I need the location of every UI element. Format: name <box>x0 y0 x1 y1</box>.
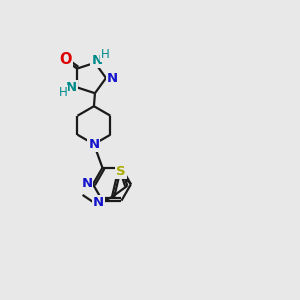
Text: N: N <box>93 196 104 209</box>
Text: N: N <box>92 54 103 67</box>
Text: N: N <box>88 138 100 151</box>
Text: N: N <box>106 71 118 85</box>
Text: N: N <box>65 81 76 94</box>
Text: H: H <box>100 48 109 61</box>
Text: H: H <box>59 86 68 99</box>
Text: N: N <box>81 177 92 190</box>
Text: O: O <box>59 52 72 68</box>
Text: S: S <box>116 165 126 178</box>
